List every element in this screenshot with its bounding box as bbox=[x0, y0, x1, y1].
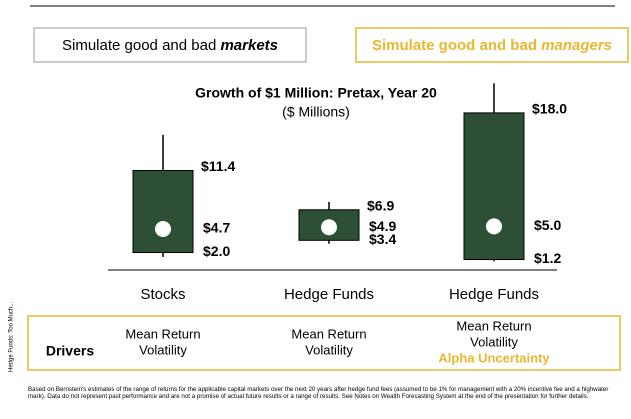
x-tick-label: Hedge Funds bbox=[449, 286, 539, 303]
median-dot bbox=[486, 218, 502, 235]
managers-emphasis: managers bbox=[541, 37, 612, 54]
driver-item: Mean Return bbox=[291, 326, 366, 341]
markets-emphasis: markets bbox=[220, 37, 278, 54]
x-tick-label: Stocks bbox=[140, 286, 185, 303]
drivers-box bbox=[27, 315, 621, 371]
markets-label: Simulate good and bad markets bbox=[62, 37, 278, 54]
driver-item: Mean Return bbox=[456, 318, 531, 333]
driver-item: Mean Return bbox=[125, 326, 200, 341]
low-label: $2.0 bbox=[203, 243, 230, 259]
median-label: $5.0 bbox=[534, 217, 561, 233]
managers-prefix: Simulate good and bad bbox=[372, 37, 541, 54]
low-label: $1.2 bbox=[534, 250, 561, 266]
low-label: $3.4 bbox=[369, 231, 396, 247]
markets-box bbox=[33, 27, 307, 63]
side-text: Hedge Funds: Too Much... bbox=[9, 301, 15, 372]
median-label: $4.9 bbox=[369, 218, 396, 234]
high-label: $18.0 bbox=[532, 101, 567, 117]
high-label: $11.4 bbox=[201, 158, 235, 174]
chart-title: Growth of $1 Million: Pretax, Year 20 bbox=[195, 85, 437, 101]
driver-item: Volatility bbox=[305, 342, 353, 357]
drivers-label: Drivers bbox=[46, 343, 94, 359]
range-box bbox=[132, 170, 194, 254]
footnote: Based on Bernstein's estimates of the ra… bbox=[28, 386, 609, 400]
markets-prefix: Simulate good and bad bbox=[62, 37, 220, 54]
chart-subtitle: ($ Millions) bbox=[282, 104, 350, 120]
median-dot bbox=[155, 220, 171, 237]
range-box bbox=[463, 112, 525, 261]
driver-item: Volatility bbox=[470, 334, 518, 349]
x-tick-label: Hedge Funds bbox=[284, 286, 374, 303]
median-label: $4.7 bbox=[203, 220, 230, 236]
median-dot bbox=[321, 219, 337, 236]
driver-highlight: Alpha Uncertainty bbox=[438, 350, 550, 365]
managers-box bbox=[355, 27, 629, 63]
managers-label: Simulate good and bad managers bbox=[372, 37, 612, 54]
high-label: $6.9 bbox=[367, 197, 394, 213]
driver-item: Volatility bbox=[139, 342, 187, 357]
